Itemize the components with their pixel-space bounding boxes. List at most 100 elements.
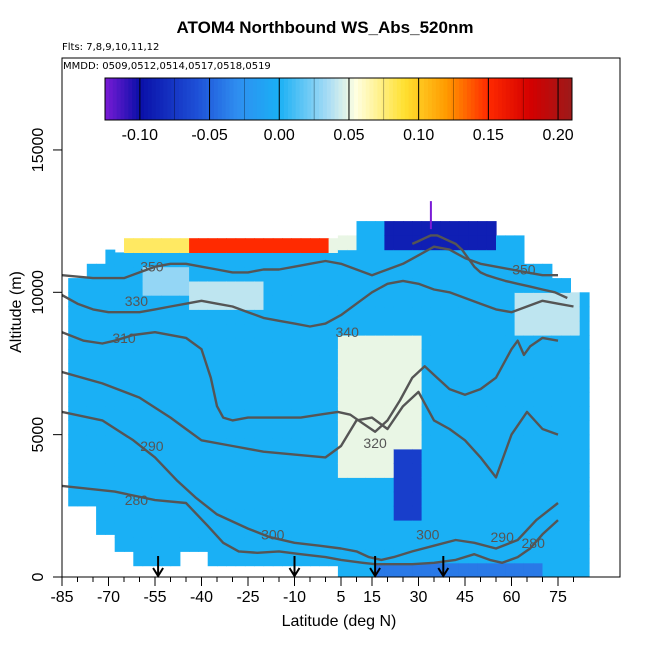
heatmap-cell xyxy=(124,508,134,524)
heatmap-cell xyxy=(514,434,525,450)
heatmap-cell xyxy=(263,394,274,410)
heatmap-cell xyxy=(523,335,534,350)
heatmap-cell xyxy=(254,394,265,410)
heatmap-cell xyxy=(291,537,302,552)
heatmap-cell xyxy=(375,406,385,421)
heatmap-cell xyxy=(105,434,116,450)
heatmap-cell xyxy=(523,391,534,407)
heatmap-cell xyxy=(124,451,134,467)
heatmap-cell xyxy=(198,238,209,253)
heatmap-cell xyxy=(449,278,460,293)
heatmap-cell xyxy=(133,451,144,467)
heatmap-cell xyxy=(68,306,79,322)
heatmap-cell xyxy=(310,394,320,410)
heatmap-cell xyxy=(347,406,358,421)
colorbar-swatch xyxy=(319,78,324,120)
heatmap-cell xyxy=(189,238,199,253)
heatmap-cell xyxy=(263,380,274,396)
heatmap-cell xyxy=(440,477,451,493)
heatmap-cell xyxy=(486,548,497,564)
heatmap-cell xyxy=(77,320,88,336)
heatmap-cell xyxy=(365,391,376,407)
heatmap-cell xyxy=(393,562,404,577)
heatmap-cell xyxy=(347,363,358,379)
heatmap-cell xyxy=(347,249,358,265)
heatmap-cell xyxy=(449,363,460,379)
heatmap-cell xyxy=(319,323,330,339)
heatmap-cell xyxy=(291,280,302,296)
heatmap-cell xyxy=(477,235,488,251)
heatmap-cell xyxy=(440,562,451,577)
heatmap-cell xyxy=(161,466,172,481)
heatmap-cell xyxy=(384,491,395,507)
x-tick-label: 15 xyxy=(363,589,381,606)
colorbar-swatch xyxy=(377,78,382,120)
heatmap-cell xyxy=(356,434,367,450)
heatmap-cell xyxy=(86,263,97,279)
heatmap-cell xyxy=(235,451,246,467)
heatmap-cell xyxy=(551,520,562,535)
heatmap-cell xyxy=(68,420,79,436)
heatmap-cell xyxy=(300,494,311,510)
heatmap-cell xyxy=(235,252,246,268)
heatmap-cell xyxy=(570,320,581,336)
heatmap-cell xyxy=(542,548,553,564)
heatmap-cell xyxy=(403,391,413,407)
colorbar-swatch xyxy=(256,78,262,120)
heatmap-cell xyxy=(384,434,395,450)
heatmap-cell xyxy=(105,249,116,265)
heatmap-cell xyxy=(217,280,227,296)
colorbar-swatch xyxy=(463,78,468,120)
heatmap-cell xyxy=(570,363,581,379)
heatmap-cell xyxy=(86,391,97,407)
heatmap-cell xyxy=(151,280,162,296)
heatmap-cell xyxy=(496,406,506,421)
heatmap-cell xyxy=(282,295,292,310)
heatmap-cell xyxy=(486,278,497,293)
heatmap-cell xyxy=(328,380,339,396)
heatmap-cell xyxy=(486,235,497,251)
heatmap-cell xyxy=(133,323,144,339)
colorbar-tick-label: 0.20 xyxy=(542,127,573,144)
heatmap-cell xyxy=(300,366,311,382)
colorbar-swatch xyxy=(303,78,308,120)
heatmap-cell xyxy=(133,409,144,424)
heatmap-cell xyxy=(254,352,265,367)
heatmap-cell xyxy=(244,394,255,410)
heatmap-cell xyxy=(375,306,385,322)
heatmap-cell xyxy=(170,508,181,524)
heatmap-cell xyxy=(86,306,97,322)
heatmap-cell xyxy=(365,534,376,550)
heatmap-cell xyxy=(393,420,404,436)
heatmap-cell xyxy=(310,352,320,367)
heatmap-cell xyxy=(151,323,162,339)
heatmap-cell xyxy=(244,280,255,296)
heatmap-cell xyxy=(272,394,283,410)
heatmap-cell xyxy=(375,221,385,236)
heatmap-cell xyxy=(282,323,292,339)
heatmap-cell xyxy=(124,394,134,410)
heatmap-cell xyxy=(542,534,553,550)
heatmap-cell xyxy=(207,394,218,410)
heatmap-cell xyxy=(68,434,79,450)
heatmap-cell xyxy=(235,437,246,453)
heatmap-cell xyxy=(142,451,153,467)
heatmap-cell xyxy=(496,477,506,493)
heatmap-cell xyxy=(468,491,478,507)
heatmap-cell xyxy=(328,295,339,310)
heatmap-cell xyxy=(542,448,553,464)
heatmap-cell xyxy=(412,377,423,393)
heatmap-cell xyxy=(124,522,134,538)
heatmap-cell xyxy=(505,335,516,350)
heatmap-cell xyxy=(421,263,432,279)
heatmap-cell xyxy=(412,320,423,336)
heatmap-cell xyxy=(375,548,385,564)
heatmap-cell xyxy=(421,505,432,521)
heatmap-cell xyxy=(523,363,534,379)
heatmap-cell xyxy=(477,491,488,507)
heatmap-cell xyxy=(217,266,227,282)
heatmap-cell xyxy=(496,377,506,393)
heatmap-cell xyxy=(291,295,302,310)
heatmap-cell xyxy=(449,520,460,535)
heatmap-cell xyxy=(468,278,478,293)
